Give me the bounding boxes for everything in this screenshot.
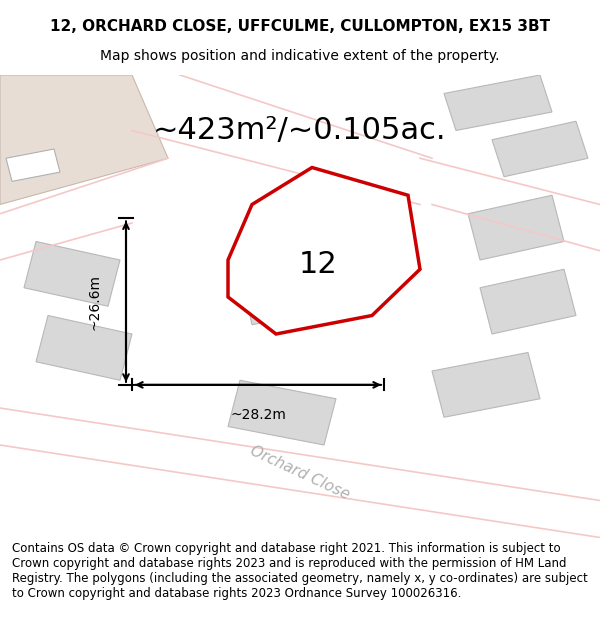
- Polygon shape: [0, 75, 168, 204]
- Text: 12: 12: [299, 250, 337, 279]
- Text: Map shows position and indicative extent of the property.: Map shows position and indicative extent…: [100, 49, 500, 62]
- Polygon shape: [240, 251, 348, 325]
- Text: Orchard Close: Orchard Close: [248, 443, 352, 503]
- Polygon shape: [24, 241, 120, 306]
- Polygon shape: [228, 168, 420, 334]
- Text: ~28.2m: ~28.2m: [230, 408, 286, 422]
- Polygon shape: [480, 269, 576, 334]
- Polygon shape: [492, 121, 588, 177]
- Polygon shape: [36, 316, 132, 380]
- Text: ~26.6m: ~26.6m: [88, 274, 102, 329]
- Text: Contains OS data © Crown copyright and database right 2021. This information is : Contains OS data © Crown copyright and d…: [12, 542, 588, 600]
- Polygon shape: [6, 149, 60, 181]
- Polygon shape: [468, 195, 564, 260]
- Polygon shape: [444, 75, 552, 131]
- Polygon shape: [228, 380, 336, 445]
- Polygon shape: [432, 352, 540, 418]
- Text: ~423m²/~0.105ac.: ~423m²/~0.105ac.: [153, 116, 447, 145]
- Text: 12, ORCHARD CLOSE, UFFCULME, CULLOMPTON, EX15 3BT: 12, ORCHARD CLOSE, UFFCULME, CULLOMPTON,…: [50, 19, 550, 34]
